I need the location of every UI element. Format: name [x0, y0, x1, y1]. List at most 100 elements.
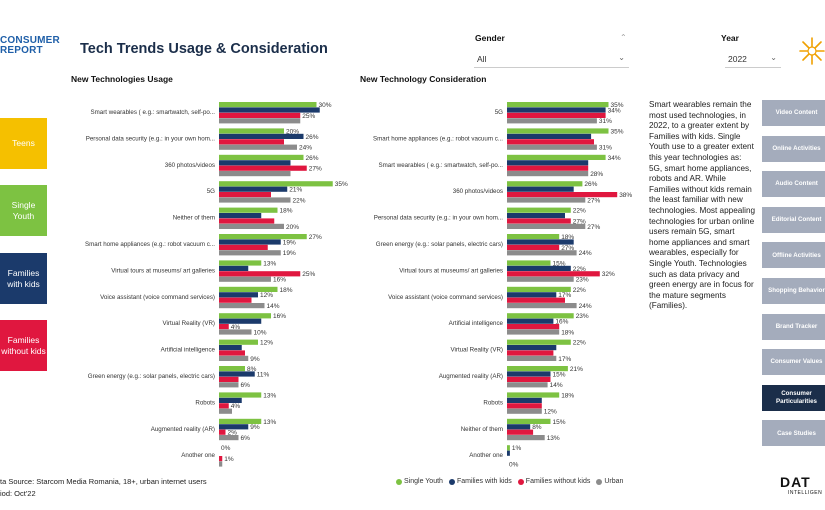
bar-families-with-kids[interactable] [219, 424, 249, 430]
bar-families-without-kids[interactable] [219, 350, 245, 356]
bar-families-with-kids[interactable] [219, 107, 320, 113]
bar-single-youth[interactable] [507, 392, 560, 398]
bar-families-with-kids[interactable] [507, 213, 565, 219]
bar-families-with-kids[interactable] [219, 345, 242, 351]
bar-families-with-kids[interactable] [219, 133, 304, 139]
bar-families-with-kids[interactable] [507, 107, 606, 113]
bar-single-youth[interactable] [219, 102, 317, 108]
bar-families-with-kids[interactable] [507, 424, 531, 430]
bar-families-with-kids[interactable] [507, 292, 557, 298]
gender-collapse-icon[interactable]: ⌃ [620, 33, 627, 42]
nav-button-online-activities[interactable]: Online Activities [762, 135, 825, 162]
bar-families-without-kids[interactable] [219, 429, 226, 435]
bar-families-without-kids[interactable] [219, 139, 284, 145]
legend-item[interactable]: Single Youth [396, 478, 443, 485]
bar-families-without-kids[interactable] [219, 403, 229, 409]
nav-button-offline-activities[interactable]: Offline Activities [762, 242, 825, 269]
bar-single-youth[interactable] [507, 313, 574, 319]
bar-families-with-kids[interactable] [219, 265, 249, 271]
bar-urban[interactable] [219, 461, 223, 467]
nav-button-shopping-behavior[interactable]: Shopping Behavior [762, 278, 825, 304]
segment-single-youth[interactable]: Single Youth [0, 185, 47, 236]
bar-families-without-kids[interactable] [507, 271, 600, 277]
segment-families-without-kids[interactable]: Families without kids [0, 320, 47, 371]
bar-families-with-kids[interactable] [507, 345, 557, 351]
bar-single-youth[interactable] [507, 234, 560, 240]
bar-families-with-kids[interactable] [507, 265, 571, 271]
bar-families-with-kids[interactable] [219, 160, 291, 166]
legend-item[interactable]: Families with kids [448, 478, 512, 485]
bar-urban[interactable] [219, 355, 249, 361]
bar-urban[interactable] [219, 408, 232, 414]
bar-families-with-kids[interactable] [507, 318, 554, 324]
bar-families-with-kids[interactable] [507, 160, 589, 166]
bar-families-with-kids[interactable] [219, 397, 242, 403]
bar-urban[interactable] [507, 197, 586, 203]
year-select[interactable]: 2022 ⌄ [725, 52, 781, 68]
bar-urban[interactable] [507, 276, 574, 282]
bar-single-youth[interactable] [219, 392, 262, 398]
bar-urban[interactable] [219, 118, 301, 124]
bar-families-without-kids[interactable] [507, 244, 560, 250]
bar-families-with-kids[interactable] [219, 371, 255, 377]
bar-urban[interactable] [507, 250, 577, 256]
bar-families-without-kids[interactable] [507, 297, 565, 303]
bar-single-youth[interactable] [507, 339, 571, 345]
bar-single-youth[interactable] [219, 234, 307, 240]
bar-families-without-kids[interactable] [219, 376, 239, 382]
bar-single-youth[interactable] [507, 154, 606, 160]
bar-families-without-kids[interactable] [219, 165, 307, 171]
bar-families-without-kids[interactable] [219, 271, 301, 277]
bar-urban[interactable] [507, 435, 545, 441]
bar-families-with-kids[interactable] [507, 397, 542, 403]
nav-button-consumer-particularities[interactable]: Consumer Particularities [762, 384, 825, 411]
bar-families-with-kids[interactable] [219, 292, 258, 298]
nav-button-brand-tracker[interactable]: Brand Tracker [762, 313, 825, 340]
bar-urban[interactable] [507, 329, 560, 335]
bar-single-youth[interactable] [507, 181, 583, 187]
bar-single-youth[interactable] [219, 260, 262, 266]
bar-single-youth[interactable] [507, 445, 510, 451]
segment-families-with-kids[interactable]: Families with kids [0, 253, 47, 304]
bar-families-without-kids[interactable] [219, 297, 252, 303]
bar-families-with-kids[interactable] [507, 239, 574, 245]
nav-button-video-content[interactable]: Video Content [762, 100, 825, 126]
bar-families-without-kids[interactable] [219, 244, 268, 250]
bar-families-without-kids[interactable] [219, 218, 275, 224]
bar-single-youth[interactable] [507, 207, 571, 213]
bar-families-without-kids[interactable] [507, 324, 560, 330]
bar-urban[interactable] [507, 303, 577, 309]
bar-single-youth[interactable] [507, 418, 551, 424]
bar-single-youth[interactable] [507, 286, 571, 292]
bar-urban[interactable] [219, 329, 252, 335]
bar-families-without-kids[interactable] [507, 350, 554, 356]
bar-urban[interactable] [219, 250, 281, 256]
bar-families-with-kids[interactable] [219, 239, 281, 245]
bar-urban[interactable] [219, 303, 265, 309]
bar-families-without-kids[interactable] [507, 403, 542, 409]
bar-single-youth[interactable] [219, 128, 284, 134]
bar-urban[interactable] [219, 276, 271, 282]
bar-single-youth[interactable] [219, 207, 278, 213]
bar-families-with-kids[interactable] [507, 133, 592, 139]
nav-button-audio-content[interactable]: Audio Content [762, 171, 825, 198]
segment-teens[interactable]: Teens [0, 118, 47, 169]
bar-urban[interactable] [219, 223, 284, 229]
bar-urban[interactable] [507, 144, 597, 150]
bar-single-youth[interactable] [507, 260, 551, 266]
bar-single-youth[interactable] [219, 154, 304, 160]
bar-families-without-kids[interactable] [507, 192, 618, 198]
bar-urban[interactable] [219, 435, 239, 441]
bar-urban[interactable] [507, 223, 586, 229]
bar-urban[interactable] [219, 197, 291, 203]
legend-item[interactable]: Urban [596, 478, 623, 485]
bar-families-without-kids[interactable] [219, 456, 223, 462]
bar-single-youth[interactable] [507, 102, 609, 108]
nav-button-editorial-content[interactable]: Editorial Content [762, 206, 825, 233]
bar-families-without-kids[interactable] [507, 376, 551, 382]
bar-families-without-kids[interactable] [507, 429, 534, 435]
bar-single-youth[interactable] [219, 286, 278, 292]
bar-single-youth[interactable] [219, 181, 333, 187]
nav-button-case-studies[interactable]: Case Studies [762, 420, 825, 447]
bar-urban[interactable] [507, 408, 542, 414]
